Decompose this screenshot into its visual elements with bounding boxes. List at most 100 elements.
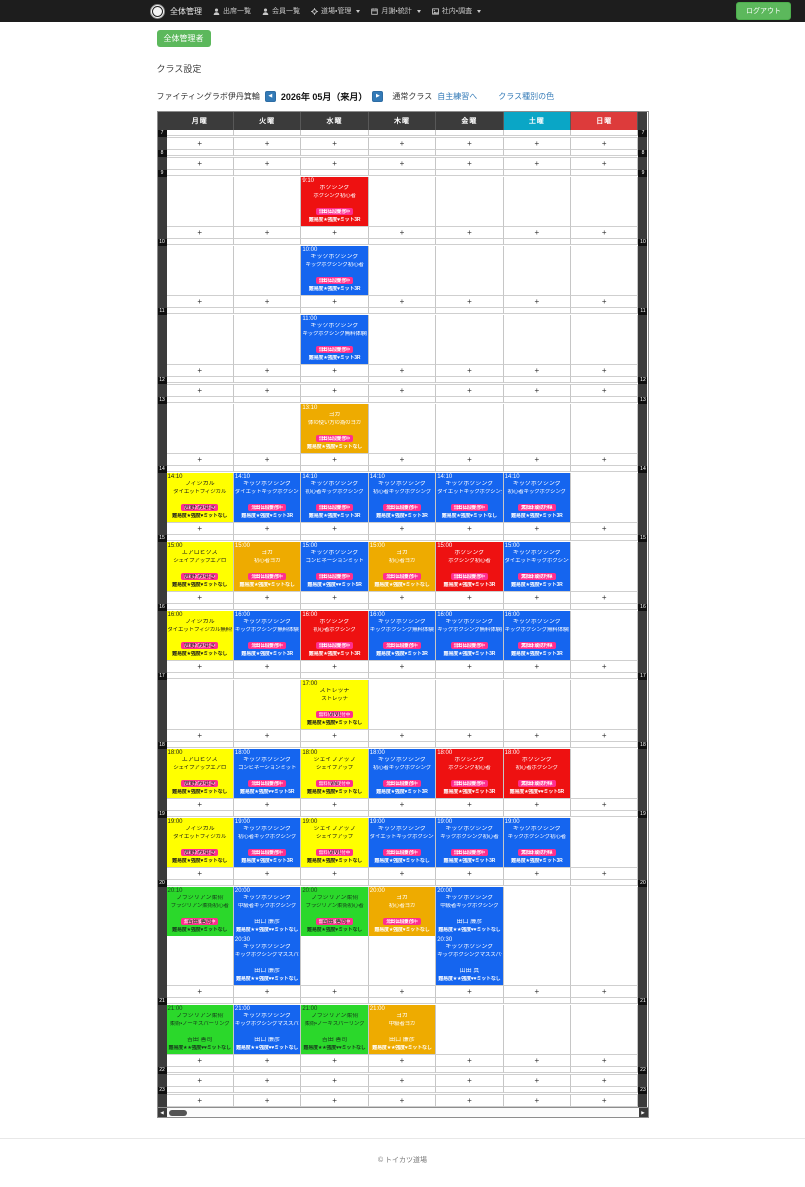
add-class-button[interactable]: + [436, 1074, 504, 1087]
add-class-button[interactable]: + [503, 1054, 572, 1067]
add-class-button[interactable]: + [233, 522, 302, 535]
class-block[interactable]: 9:10 ボクシング ボクシング初心者 無料体験受付中 田口 廉彦 難易度★強度♥ミット3… [301, 177, 368, 226]
add-class-button[interactable]: + [233, 1074, 302, 1087]
add-class-button[interactable]: + [368, 985, 437, 998]
add-class-button[interactable]: + [233, 985, 302, 998]
add-class-button[interactable]: + [368, 591, 437, 604]
add-class-button[interactable]: + [233, 1054, 302, 1067]
add-class-button[interactable]: + [301, 295, 369, 308]
add-class-button[interactable]: + [233, 364, 302, 377]
add-class-button[interactable]: + [166, 660, 234, 673]
class-block[interactable]: 14:10 キックボクシング 初心者キックボクシング 無料体験受付中 田口 廉彦 難易度★… [368, 473, 436, 522]
class-block[interactable]: 20:10 ブラジリアン柔術 ブラジリアン柔術初心者 無料体験受付中 吉田 善司 難易度★… [166, 887, 233, 936]
add-class-button[interactable]: + [436, 985, 504, 998]
class-block[interactable]: 11:00キックボクシングキックボクシング無料体験限定無料体験受付中田口 廉彦難… [301, 315, 368, 364]
add-class-button[interactable]: + [571, 985, 639, 998]
add-class-button[interactable]: + [301, 798, 369, 811]
add-class-button[interactable]: + [571, 384, 639, 397]
class-color-link[interactable]: クラス種別の色 [498, 92, 555, 101]
add-class-button[interactable]: + [233, 137, 302, 150]
class-block[interactable]: 20:00 ヨガ 初心者ヨガ 無料体験受付中 田口 廉彦 難易度★強度♥ミットなし [368, 887, 436, 936]
add-class-button[interactable]: + [368, 226, 437, 239]
add-class-button[interactable]: + [301, 157, 369, 170]
add-class-button[interactable]: + [233, 591, 302, 604]
class-block[interactable]: 10:00 キックボクシング キックボクシング初心者 無料体験受付中 田口 廉彦 難易度★… [301, 246, 368, 295]
add-class-button[interactable]: + [166, 591, 234, 604]
add-class-button[interactable]: + [368, 157, 437, 170]
nav-fees-stats-menu[interactable]: 月謝・統計 [371, 6, 421, 16]
add-class-button[interactable]: + [166, 985, 234, 998]
class-block[interactable]: 17:00 ストレッチ ストレッチ 無料体験受付中 VIVI 難易度★強度♥ミットなし [301, 680, 368, 729]
class-block[interactable]: 19:00 キックボクシング 初心者キックボクシング 無料体験受付中 田口 廉彦 難易度★… [233, 818, 301, 867]
class-block[interactable]: 19:00 シェイプアップ シェイプアップ 無料体験受付中 VIVI 難易度★強度♥ミット… [301, 818, 368, 867]
add-class-button[interactable]: + [503, 453, 572, 466]
add-class-button[interactable]: + [166, 1054, 234, 1067]
add-class-button[interactable]: + [166, 295, 234, 308]
class-block[interactable]: 16:00キックボクシングキックボクシング無料体験限定無料体験受付中田口 廉彦難… [436, 611, 503, 660]
class-block[interactable]: 19:00 キックボクシング ダイエットキックボクシング 無料体験受付中 田口 廉彦 難易… [368, 818, 436, 867]
add-class-button[interactable]: + [436, 522, 504, 535]
add-class-button[interactable]: + [503, 660, 572, 673]
add-class-button[interactable]: + [571, 867, 639, 880]
class-block[interactable]: 14:10 キックボクシング ダイエットキックボクシング 無料体験受付中 田口 廉彦 難易… [233, 473, 301, 522]
add-class-button[interactable]: + [436, 729, 504, 742]
class-block[interactable]: 16:00 ボクシング 初心者ボクシング 無料体験受付中 田口 廉彦 難易度★強度♥ミット… [301, 611, 368, 660]
add-class-button[interactable]: + [301, 985, 369, 998]
class-block[interactable]: 19:00 フィジカル ダイエットフィジカル 無料体験受付中 佐野 みゆき 難易度★強度♥… [166, 818, 233, 867]
add-class-button[interactable]: + [571, 137, 639, 150]
add-class-button[interactable]: + [436, 364, 504, 377]
add-class-button[interactable]: + [166, 522, 234, 535]
add-class-button[interactable]: + [233, 226, 302, 239]
add-class-button[interactable]: + [571, 157, 639, 170]
add-class-button[interactable]: + [436, 137, 504, 150]
class-block[interactable]: 21:00 ヨガ 中級者ヨガ 田口 廉彦 難易度★★強度♥ミットなし [368, 1005, 436, 1054]
add-class-button[interactable]: + [436, 453, 504, 466]
class-block[interactable]: 19:00 キックボクシング キックボクシング初心者 無料体験受付中 太田 あかね 難易度… [503, 818, 571, 867]
add-class-button[interactable]: + [301, 1054, 369, 1067]
self-practice-link[interactable]: 自主練習へ [437, 92, 478, 101]
add-class-button[interactable]: + [301, 384, 369, 397]
add-class-button[interactable]: + [233, 729, 302, 742]
add-class-button[interactable]: + [301, 591, 369, 604]
add-class-button[interactable]: + [571, 729, 639, 742]
add-class-button[interactable]: + [571, 591, 639, 604]
class-block[interactable]: 14:10 フィジカル ダイエットフィジカル 無料体験受付中 佐野 みゆき 難易度★強度♥… [166, 473, 233, 522]
add-class-button[interactable]: + [166, 798, 234, 811]
add-class-button[interactable]: + [436, 295, 504, 308]
add-class-button[interactable]: + [233, 660, 302, 673]
class-block[interactable]: 16:00フィジカルダイエットフィジカル無料体験限定無料体験受付中佐野 みゆき難… [166, 611, 233, 660]
add-class-button[interactable]: + [503, 1094, 572, 1107]
add-class-button[interactable]: + [166, 453, 234, 466]
add-class-button[interactable]: + [436, 384, 504, 397]
add-class-button[interactable]: + [503, 364, 572, 377]
add-class-button[interactable]: + [233, 157, 302, 170]
add-class-button[interactable]: + [301, 226, 369, 239]
add-class-button[interactable]: + [571, 798, 639, 811]
class-block[interactable]: 18:00 エアロビクス シェイプアップエアロ 無料体験受付中 佐野 みゆき 難易度★強度… [166, 749, 233, 798]
class-block[interactable]: 14:10 キックボクシング 初心者キックボクシング 無料体験受付中 田口 廉彦 難易度★… [301, 473, 368, 522]
add-class-button[interactable]: + [233, 453, 302, 466]
add-class-button[interactable]: + [368, 295, 437, 308]
add-class-button[interactable]: + [503, 591, 572, 604]
add-class-button[interactable]: + [368, 453, 437, 466]
add-class-button[interactable]: + [368, 364, 437, 377]
class-block[interactable]: 18:00 キックボクシング 初心者キックボクシング 無料体験受付中 田口 廉彦 難易度★… [368, 749, 436, 798]
add-class-button[interactable]: + [368, 1074, 437, 1087]
add-class-button[interactable]: + [503, 1074, 572, 1087]
add-class-button[interactable]: + [436, 1054, 504, 1067]
add-class-button[interactable]: + [436, 157, 504, 170]
add-class-button[interactable]: + [571, 453, 639, 466]
class-block[interactable]: 14:10 キックボクシング 初心者キックボクシング 無料体験受付中 太田 あかね 難易度… [503, 473, 571, 522]
add-class-button[interactable]: + [368, 384, 437, 397]
class-block[interactable]: 15:00 ヨガ 初心者ヨガ 無料体験受付中 田口 廉彦 難易度★強度♥ミットなし [368, 542, 436, 591]
class-block[interactable]: 21:00 ブラジリアン柔術 柔術・ノーギスパーリング 吉田 善司 難易度★★強度♥♥ミ… [301, 1005, 368, 1054]
class-block[interactable]: 20:00 キックボクシング 中級者キックボクシング 田口 廉彦 難易度★★強度♥♥ミッ… [436, 887, 503, 936]
add-class-button[interactable]: + [233, 384, 302, 397]
add-class-button[interactable]: + [368, 522, 437, 535]
class-block[interactable]: 15:00 キックボクシング ダイエットキックボクシング 無料体験受付中 太田 あかね難… [503, 542, 571, 591]
add-class-button[interactable]: + [436, 798, 504, 811]
add-class-button[interactable]: + [233, 798, 302, 811]
add-class-button[interactable]: + [166, 226, 234, 239]
add-class-button[interactable]: + [503, 522, 572, 535]
add-class-button[interactable]: + [166, 1074, 234, 1087]
